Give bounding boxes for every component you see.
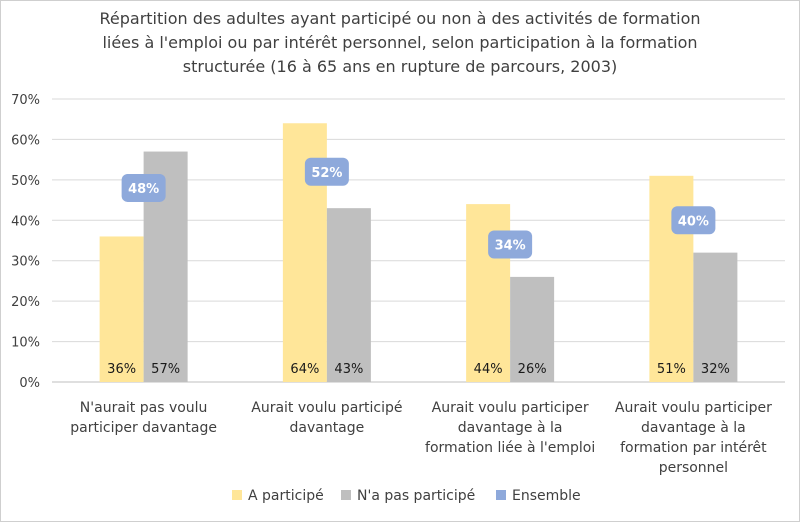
data-label-a-participe: 51% [657,362,686,377]
legend-na-pas-participe-label: N'a pas participé [357,488,475,504]
legend-ensemble-swatch [496,490,506,500]
data-label-na-pas-participe: 43% [334,362,363,377]
data-label-na-pas-participe: 26% [518,362,547,377]
legend-na-pas-participe-swatch [341,490,351,500]
data-label-a-participe: 64% [290,362,319,377]
category-label: davantage à la [458,420,563,436]
legend-a-participe-label: A participé [248,488,324,504]
bar-na-pas-participe [326,208,371,382]
category-label: formation liée à l'emploi [425,440,595,456]
data-label-a-participe: 36% [107,362,136,377]
y-tick-label: 20% [11,295,40,310]
chart-title-line: structurée (16 à 65 ans en rupture de pa… [183,57,618,76]
y-tick-label: 70% [11,93,40,108]
ensemble-label: 40% [678,214,709,229]
ensemble-label: 52% [311,166,342,181]
category-label: Aurait voulu participé [251,400,402,416]
bar-a-participe [99,236,144,382]
category-label: participer davantage [70,420,217,436]
category-label: formation par intérêt [620,440,767,456]
category-label: N'aurait pas voulu [80,400,208,416]
bar-na-pas-participe [510,276,555,382]
y-tick-label: 10% [11,336,40,351]
y-tick-label: 50% [11,174,40,189]
category-label: Aurait voulu participer [432,400,589,416]
category-label: personnel [659,460,728,476]
legend-a-participe-swatch [232,490,242,500]
category-label: Aurait voulu participer [615,400,772,416]
ensemble-label: 34% [495,239,526,254]
y-tick-label: 0% [19,376,40,391]
y-tick-label: 30% [11,255,40,270]
data-label-a-participe: 44% [474,362,503,377]
y-tick-label: 40% [11,214,40,229]
bar-na-pas-participe [693,252,738,382]
category-label: davantage à la [641,420,746,436]
ensemble-marker [671,206,716,235]
chart-title-line: liées à l'emploi ou par intérêt personne… [102,33,697,52]
chart-title-line: Répartition des adultes ayant participé … [99,9,700,28]
ensemble-marker [304,157,349,186]
category-label: davantage [289,420,364,436]
ensemble-marker [488,230,533,259]
ensemble-marker [121,173,166,202]
legend-ensemble-label: Ensemble [512,488,581,504]
y-tick-label: 60% [11,133,40,148]
data-label-na-pas-participe: 32% [701,362,730,377]
ensemble-label: 48% [128,182,159,197]
data-label-na-pas-participe: 57% [151,362,180,377]
